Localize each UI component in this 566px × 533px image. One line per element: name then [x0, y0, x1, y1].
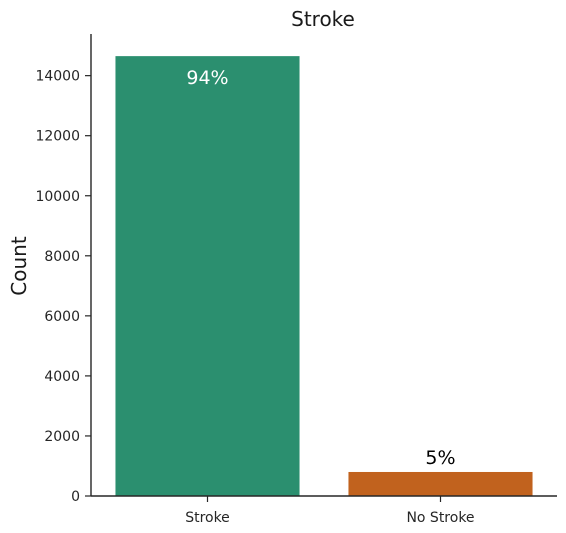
bar-0 — [115, 56, 300, 496]
x-tick-label-1: No Stroke — [406, 510, 474, 526]
x-ticks-group: Stroke No Stroke — [185, 496, 475, 526]
bar-labels-group: 94% 5% — [186, 67, 455, 469]
x-tick-label-0: Stroke — [185, 510, 230, 526]
y-tick-label-0: 0 — [71, 489, 80, 505]
y-tick-label-4: 8000 — [44, 249, 80, 265]
y-tick-label-2: 4000 — [44, 369, 80, 385]
y-tick-label-3: 6000 — [44, 309, 80, 325]
y-tick-label-5: 10000 — [35, 189, 80, 205]
y-tick-label-1: 2000 — [44, 429, 80, 445]
bars-group — [115, 56, 533, 496]
bar-label-1: 5% — [425, 447, 455, 469]
bar-label-0: 94% — [186, 67, 228, 89]
chart-title: Stroke — [291, 7, 355, 31]
y-ticks-group: 0 2000 4000 6000 8000 10000 12000 14000 — [35, 69, 91, 505]
y-tick-label-7: 14000 — [35, 69, 80, 85]
bar-1 — [348, 471, 533, 496]
y-axis-title: Count — [7, 236, 31, 296]
y-tick-label-6: 12000 — [35, 129, 80, 145]
